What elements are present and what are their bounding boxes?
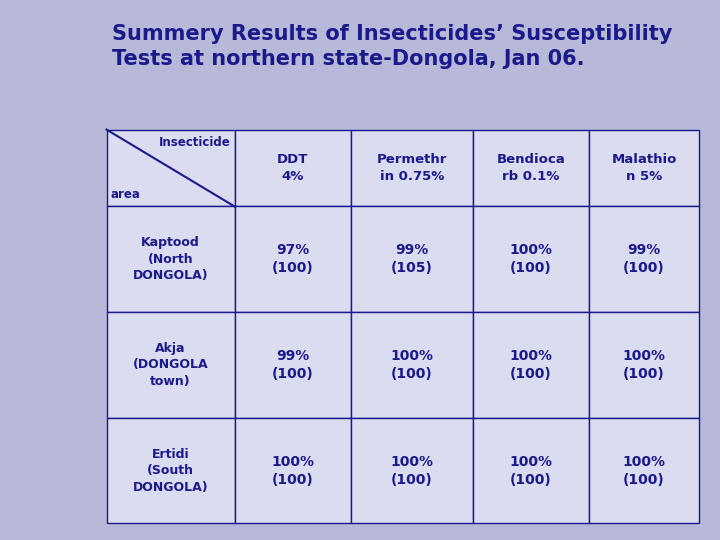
Text: Akja
(DONGOLA
town): Akja (DONGOLA town) xyxy=(132,342,208,388)
Text: Insecticide: Insecticide xyxy=(158,136,230,149)
Text: 99%
(105): 99% (105) xyxy=(391,244,433,275)
Text: Malathio
n 5%: Malathio n 5% xyxy=(611,153,677,183)
Text: 97%
(100): 97% (100) xyxy=(271,244,313,275)
Text: DDT
4%: DDT 4% xyxy=(277,153,308,183)
Text: Permethr
in 0.75%: Permethr in 0.75% xyxy=(377,153,447,183)
Text: 100%
(100): 100% (100) xyxy=(509,455,552,487)
Text: area: area xyxy=(111,188,140,201)
Text: 100%
(100): 100% (100) xyxy=(271,455,314,487)
Text: Ertidi
(South
DONGOLA): Ertidi (South DONGOLA) xyxy=(132,448,208,494)
Text: 100%
(100): 100% (100) xyxy=(390,455,433,487)
Text: 99%
(100): 99% (100) xyxy=(271,349,313,381)
Text: 100%
(100): 100% (100) xyxy=(509,349,552,381)
Text: 100%
(100): 100% (100) xyxy=(390,349,433,381)
Text: Kaptood
(North
DONGOLA): Kaptood (North DONGOLA) xyxy=(132,237,208,282)
Text: 100%
(100): 100% (100) xyxy=(623,455,665,487)
Text: 100%
(100): 100% (100) xyxy=(623,349,665,381)
Text: Bendioca
rb 0.1%: Bendioca rb 0.1% xyxy=(496,153,565,183)
Text: Summery Results of Insecticides’ Susceptibility
Tests at northern state-Dongola,: Summery Results of Insecticides’ Suscept… xyxy=(112,24,672,69)
Text: 100%
(100): 100% (100) xyxy=(509,244,552,275)
Text: 99%
(100): 99% (100) xyxy=(623,244,665,275)
